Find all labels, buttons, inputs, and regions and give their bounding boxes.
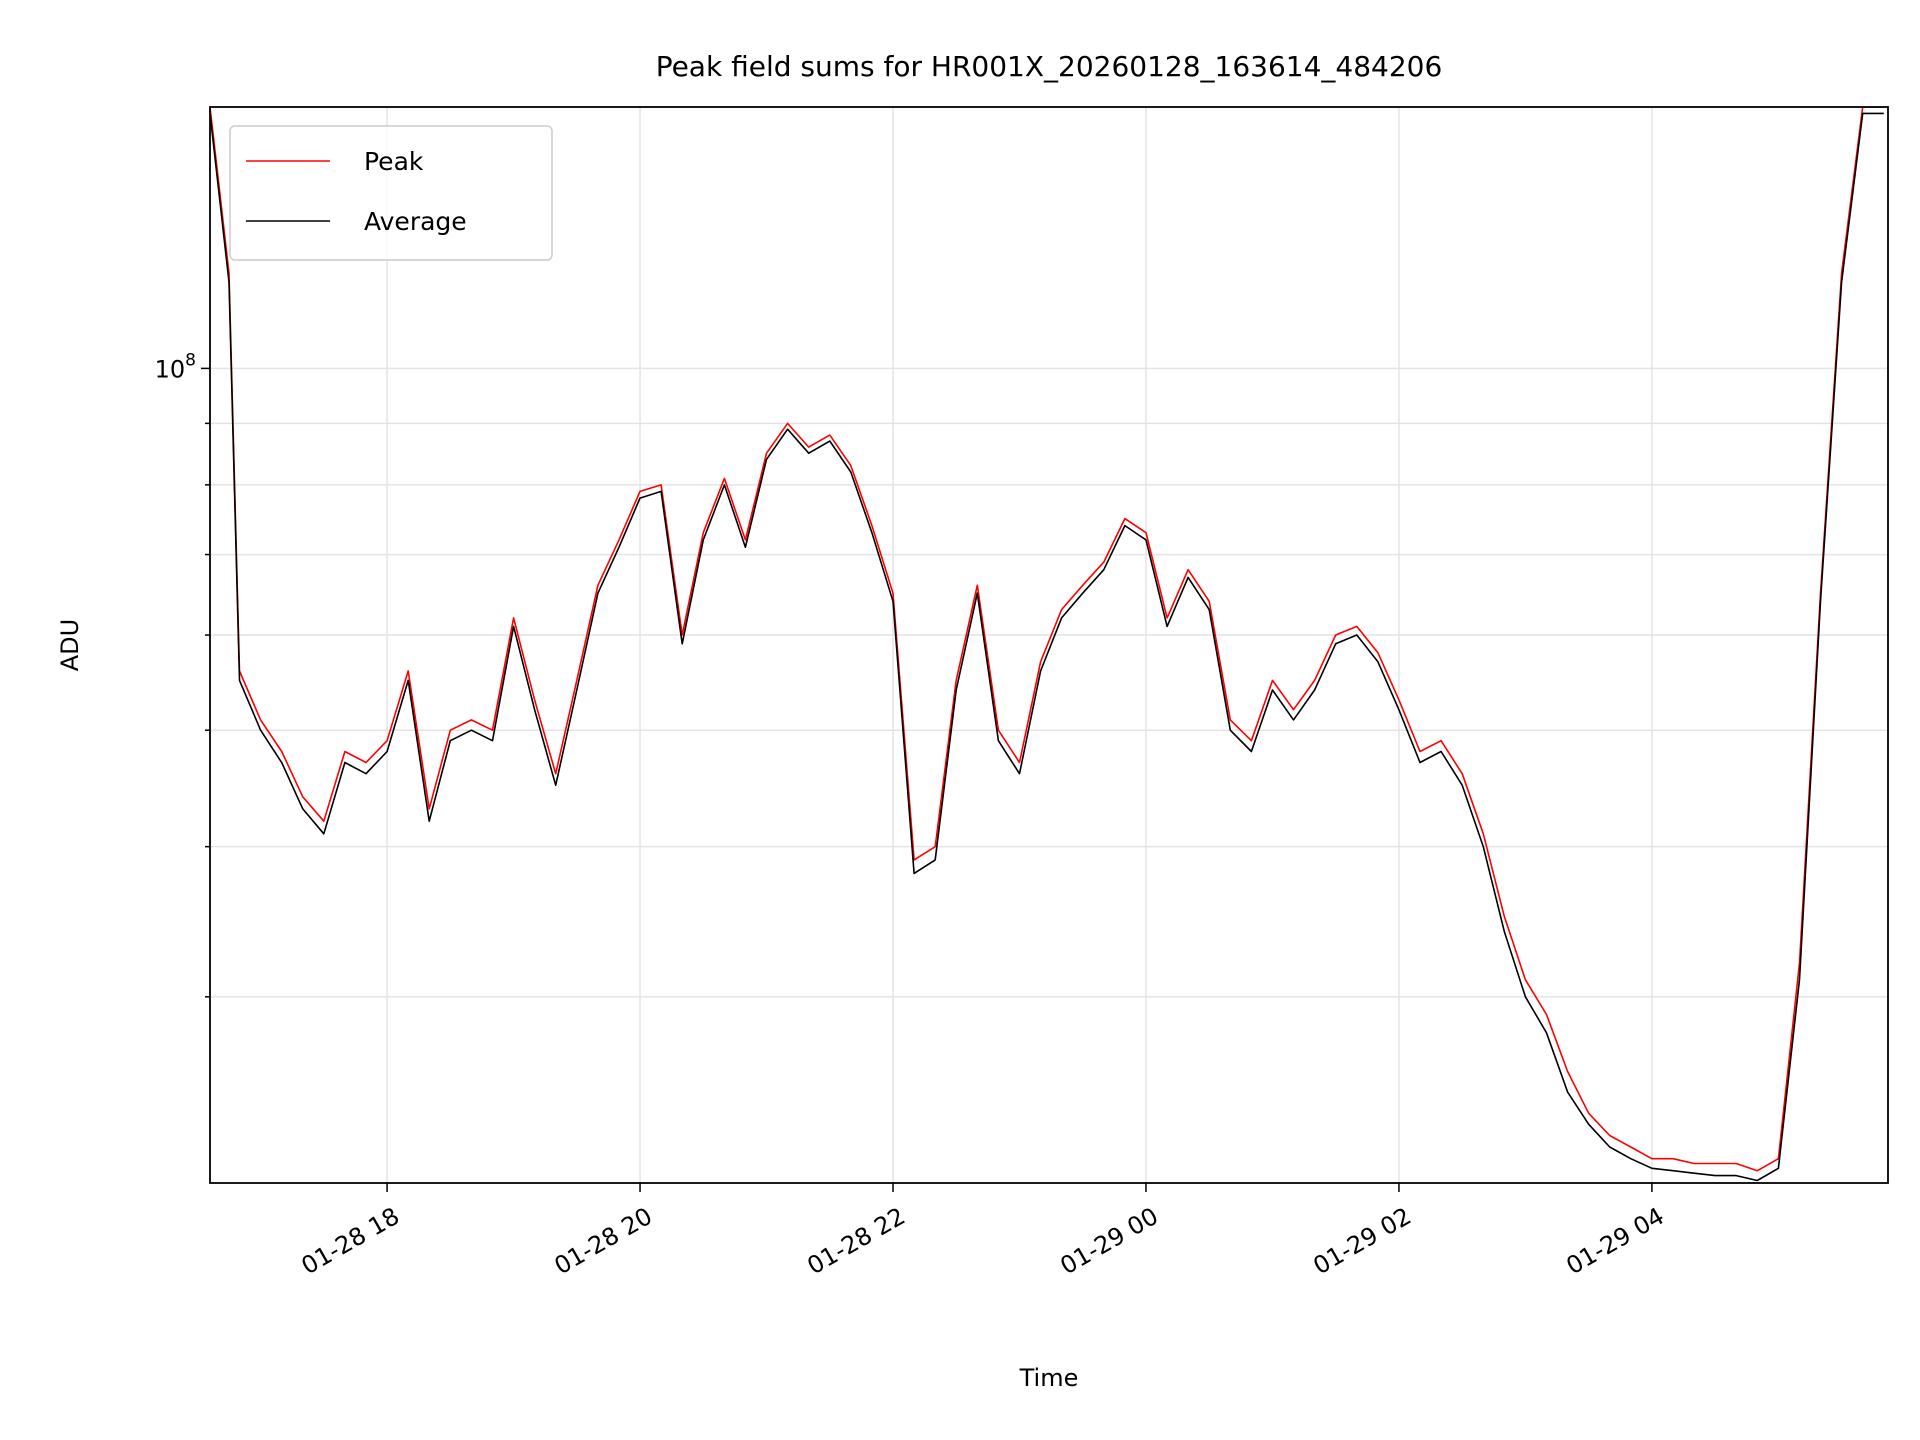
y-tick-label-base: 10 [155, 355, 186, 383]
y-tick-label: 108 [155, 350, 196, 383]
x-axis: 01-28 18 01-28 20 01-28 22 01-29 00 01-29 02… [297, 1183, 1669, 1280]
x-tick-label: 01-29 02 [1308, 1202, 1415, 1280]
chart-title: Peak field sums for HR001X_20260128_1636… [656, 50, 1443, 83]
x-tick-label: 01-28 18 [297, 1202, 404, 1280]
series-line-peak [210, 107, 1884, 1172]
x-tick-label: 01-28 22 [803, 1202, 910, 1280]
y-axis-label: ADU [56, 619, 84, 671]
legend-label-peak: Peak [364, 147, 424, 176]
legend: Peak Average [229, 125, 553, 261]
plot-area [210, 107, 1884, 1182]
grid-lines [210, 107, 1888, 1183]
x-tick-label: 01-28 20 [550, 1202, 657, 1280]
x-tick-label: 01-29 04 [1561, 1202, 1668, 1280]
x-tick-label: 01-29 00 [1056, 1202, 1163, 1280]
legend-box [229, 125, 553, 261]
legend-label-average: Average [364, 207, 467, 236]
y-axis: 108 [155, 350, 210, 998]
y-tick-label-exponent: 8 [185, 350, 196, 370]
plot-frame [209, 106, 1889, 1184]
series-line-average [210, 112, 1884, 1182]
x-axis-label: Time [1019, 1364, 1079, 1392]
